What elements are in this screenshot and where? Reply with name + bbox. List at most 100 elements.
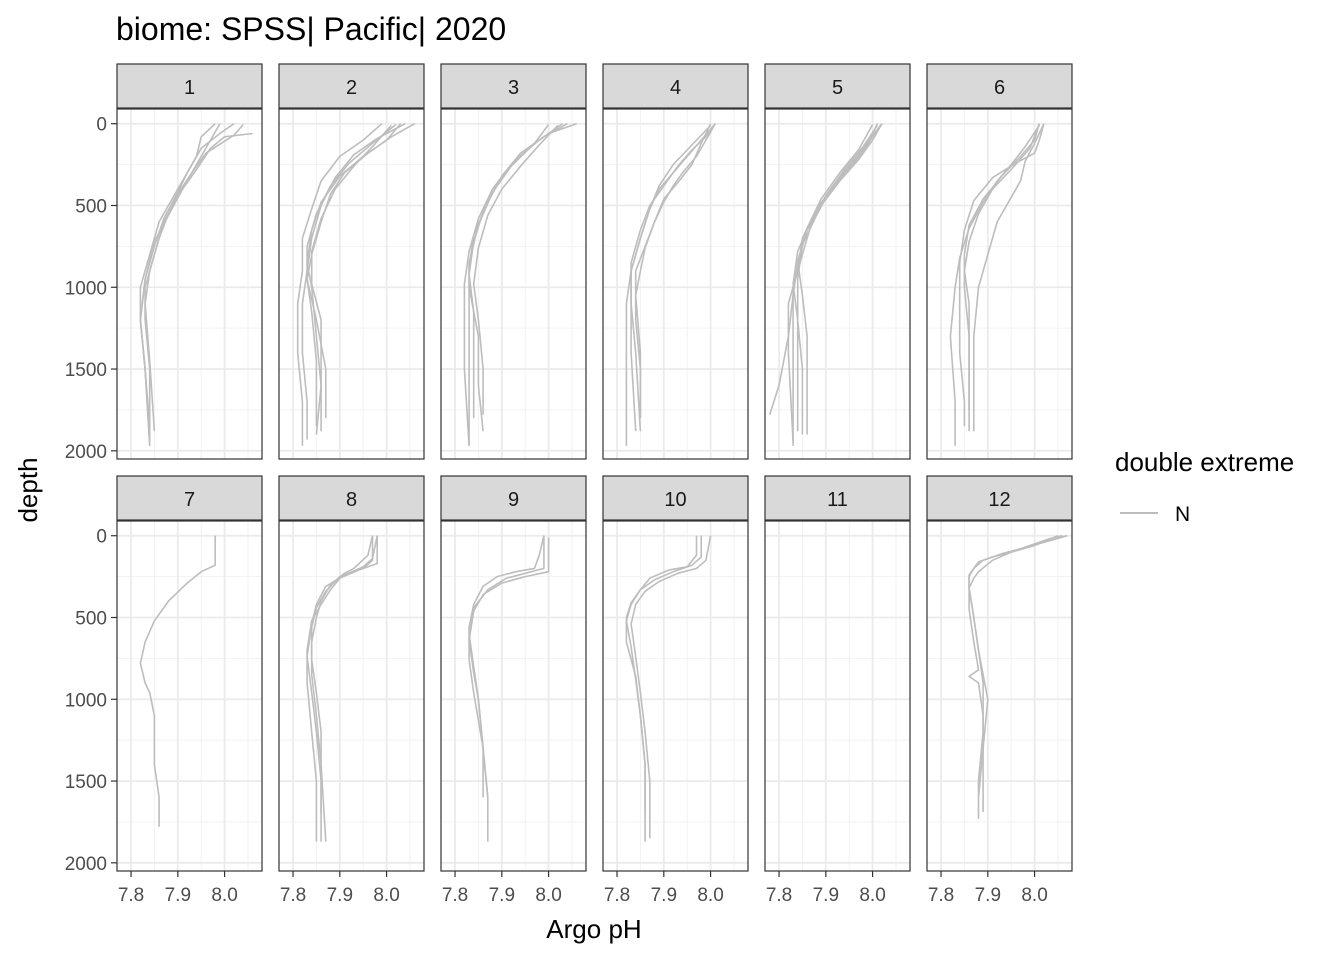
panel-border	[602, 108, 749, 460]
x-tick-label: 7.8	[766, 885, 792, 906]
panel-background	[441, 521, 586, 871]
x-tick-label: 7.8	[928, 885, 954, 906]
facet-panel-10: 10 7.8 7.9 8.0	[602, 475, 749, 906]
x-tick-label: 7.9	[327, 885, 353, 906]
profile-line	[468, 537, 550, 798]
profile-line	[634, 123, 716, 419]
x-tick-label: 8.0	[697, 885, 723, 906]
profile-line	[468, 535, 545, 798]
facet-panel-11: 11 7.8 7.9 8.0	[764, 475, 911, 906]
facet-strip-label: 8	[346, 489, 357, 511]
facet-strip-label: 11	[827, 489, 848, 511]
facet-strip	[440, 475, 587, 521]
profile-line	[630, 123, 716, 432]
facet-strip-label: 4	[670, 77, 681, 99]
panel-background	[927, 109, 1072, 459]
facet-strip	[602, 63, 749, 109]
y-tick-label: 1500	[65, 360, 107, 381]
facet-strip-label: 12	[988, 489, 1010, 511]
x-tick-label: 7.8	[118, 885, 144, 906]
profile-line	[306, 123, 397, 427]
facet-strip-label: 6	[994, 77, 1005, 99]
profile-line	[301, 122, 406, 440]
panel-border	[116, 520, 263, 872]
profile-line	[144, 123, 244, 440]
panel-background	[117, 521, 262, 871]
profile-line	[472, 124, 559, 415]
panel-background	[765, 109, 910, 459]
facet-strip	[440, 63, 587, 109]
facet-panel-9: 9 7.8 7.9 8.0	[440, 475, 587, 906]
facet-strip	[764, 475, 911, 521]
panel-background	[765, 521, 910, 871]
facet-strip	[116, 475, 263, 521]
y-tick-label: 1000	[65, 690, 107, 711]
legend: double extreme N	[1115, 447, 1294, 526]
panel-border	[926, 108, 1073, 460]
y-axis-title: depth	[13, 457, 43, 522]
x-tick-label: 7.9	[651, 885, 677, 906]
profile-line	[310, 124, 392, 432]
facet-strip-label: 7	[184, 489, 195, 511]
profile-line	[310, 535, 374, 842]
facet-strip-label: 5	[832, 77, 843, 99]
x-tick-label: 7.8	[604, 885, 630, 906]
facet-strip	[278, 63, 425, 109]
profile-line	[963, 123, 1041, 410]
facet-strip	[278, 475, 425, 521]
x-tick-label: 8.0	[859, 885, 885, 906]
facet-panel-5: 5	[764, 63, 911, 460]
x-tick-label: 7.9	[165, 885, 191, 906]
x-tick-label: 8.0	[535, 885, 561, 906]
x-tick-label: 7.9	[489, 885, 515, 906]
profile-line	[306, 123, 415, 419]
profile-line	[630, 535, 712, 839]
x-tick-label: 7.8	[442, 885, 468, 906]
profile-line	[306, 535, 378, 842]
facet-panel-12: 12 7.8 7.9 8.0	[926, 475, 1073, 906]
panel-background	[603, 521, 748, 871]
x-axis-title: Argo pH	[546, 914, 641, 944]
profile-line	[796, 124, 874, 435]
panel-border	[440, 520, 587, 872]
facet-panel-1: 1 0 500 1000 1500 2000	[65, 63, 263, 463]
x-tick-label: 7.8	[280, 885, 306, 906]
panel-border	[278, 520, 425, 872]
facet-strip-label: 3	[508, 77, 519, 99]
profile-line	[306, 535, 378, 814]
facet-strip	[926, 475, 1073, 521]
facet-panel-7: 7 0 500 1000 1500 2000 7.8 7.9 8.0	[65, 475, 263, 906]
y-tick-label: 2000	[65, 442, 107, 463]
panel-border	[764, 108, 911, 460]
panel-background	[927, 521, 1072, 871]
profile-line	[625, 124, 712, 446]
panel-background	[279, 521, 424, 871]
facet-strip-label: 2	[346, 77, 357, 99]
panel-border	[278, 108, 425, 460]
profile-line	[973, 123, 1045, 432]
y-tick-label: 1500	[65, 772, 107, 793]
panel-border	[764, 520, 911, 872]
profile-line	[139, 132, 253, 443]
panel-border	[602, 520, 749, 872]
facet-panel-2: 2	[278, 63, 425, 460]
profile-line	[958, 123, 1045, 427]
facet-strip-label: 1	[184, 77, 195, 99]
facet-strip	[926, 63, 1073, 109]
facet-panel-3: 3	[440, 63, 587, 460]
panel-background	[117, 109, 262, 459]
x-tick-label: 8.0	[211, 885, 237, 906]
profile-line	[949, 124, 1040, 446]
panel-border	[926, 520, 1073, 872]
y-tick-label: 500	[75, 196, 107, 217]
panel-border	[440, 108, 587, 460]
x-tick-label: 8.0	[1021, 885, 1047, 906]
facet-panel-8: 8 7.8 7.9 8.0	[278, 475, 425, 906]
facet-strip	[764, 63, 911, 109]
profile-line	[296, 123, 383, 446]
profile-line	[139, 535, 216, 827]
facet-panel-6: 6	[926, 63, 1073, 460]
x-tick-label: 7.9	[813, 885, 839, 906]
profile-line	[468, 123, 568, 446]
